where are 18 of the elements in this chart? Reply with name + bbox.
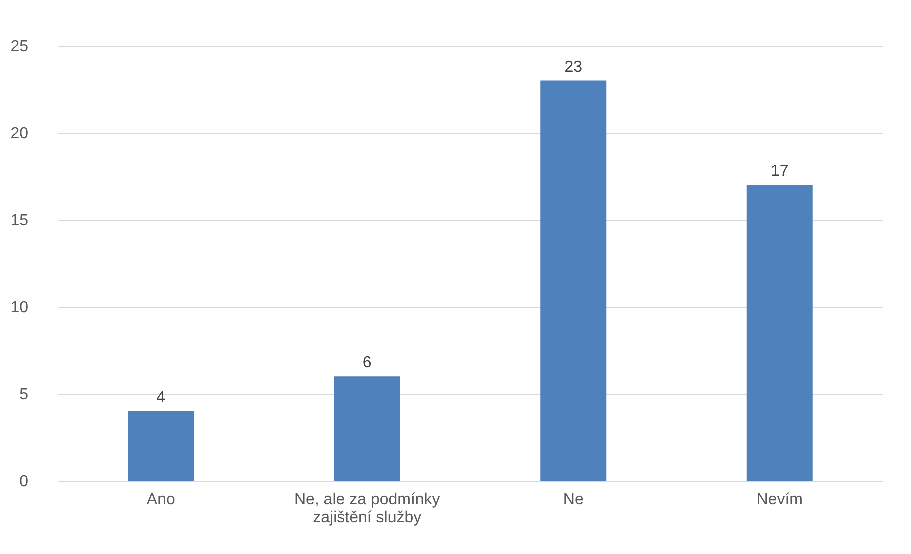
bar: [746, 185, 813, 481]
y-tick-label: 20: [10, 126, 29, 142]
y-tick-label: 5: [20, 386, 29, 404]
bar: [334, 376, 400, 481]
bar: [540, 80, 607, 481]
x-tick-label: Ano: [146, 492, 176, 508]
data-label: 17: [770, 163, 789, 180]
y-tick-label: 15: [10, 212, 29, 230]
y-tick-label: 25: [10, 38, 29, 56]
bar: [128, 411, 194, 481]
data-label: 23: [564, 58, 583, 76]
x-tick-label: Nevím: [756, 492, 803, 508]
y-tick-label: 10: [10, 300, 29, 316]
x-tick-label: Ne: [563, 492, 584, 508]
data-label: 4: [156, 389, 166, 406]
data-label: 6: [362, 354, 372, 372]
x-tick-label: Ne, ale za podmínky zajištění služby: [294, 492, 440, 526]
y-tick-label: 0: [20, 474, 29, 490]
